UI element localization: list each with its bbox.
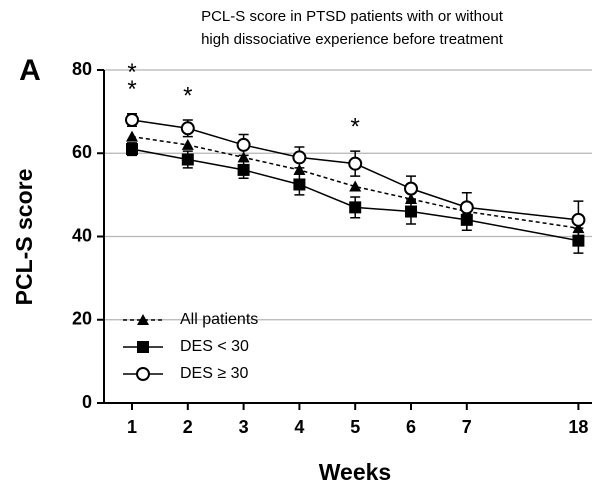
x-tick-label: 2	[183, 417, 193, 437]
legend-label: All patients	[180, 311, 258, 328]
chart-title: PCL-S score in PTSD patients with or wit…	[201, 8, 504, 25]
series-line	[131, 135, 579, 229]
series-line	[131, 148, 579, 242]
marker	[126, 130, 138, 142]
legend-label: DES ≥ 30	[180, 365, 248, 382]
x-tick-label: 1	[127, 417, 137, 437]
marker	[349, 201, 362, 214]
marker	[571, 212, 586, 227]
panel-label: A	[19, 54, 41, 87]
significance-marker: *	[183, 82, 192, 109]
x-tick-label: 7	[462, 417, 472, 437]
x-tick-label: 3	[239, 417, 249, 437]
y-tick-label: 80	[72, 59, 92, 79]
significance-marker: *	[351, 114, 360, 141]
significance-marker: *	[127, 59, 136, 86]
marker	[181, 138, 194, 150]
marker	[459, 200, 474, 215]
legend-marker	[137, 314, 149, 325]
x-tick-label: 4	[294, 417, 304, 437]
marker	[572, 234, 585, 247]
marker	[293, 163, 306, 175]
significance-marker: *	[127, 76, 136, 103]
x-axis-label: Weeks	[319, 459, 391, 485]
legend-label: DES < 30	[180, 338, 249, 355]
y-tick-label: 40	[72, 225, 92, 245]
marker	[125, 112, 139, 127]
marker	[348, 156, 363, 171]
y-tick-label: 0	[82, 392, 92, 412]
marker	[404, 181, 418, 196]
marker	[126, 143, 138, 156]
legend-marker	[136, 367, 150, 381]
marker	[237, 163, 250, 176]
marker	[405, 205, 417, 218]
x-tick-label: 18	[568, 417, 588, 437]
y-tick-label: 60	[72, 142, 92, 162]
y-tick-label: 20	[72, 309, 92, 329]
marker	[181, 153, 194, 166]
y-axis-label: PCL-S score	[11, 169, 37, 306]
marker	[236, 137, 251, 152]
series-line	[131, 119, 579, 221]
marker	[292, 150, 307, 165]
legend-marker	[137, 341, 149, 353]
marker	[349, 180, 362, 192]
x-tick-label: 6	[406, 417, 416, 437]
marker	[237, 151, 250, 163]
marker	[180, 121, 195, 136]
x-tick-label: 5	[350, 417, 360, 437]
marker	[293, 178, 306, 191]
chart-title: high dissociative experience before trea…	[201, 31, 504, 48]
